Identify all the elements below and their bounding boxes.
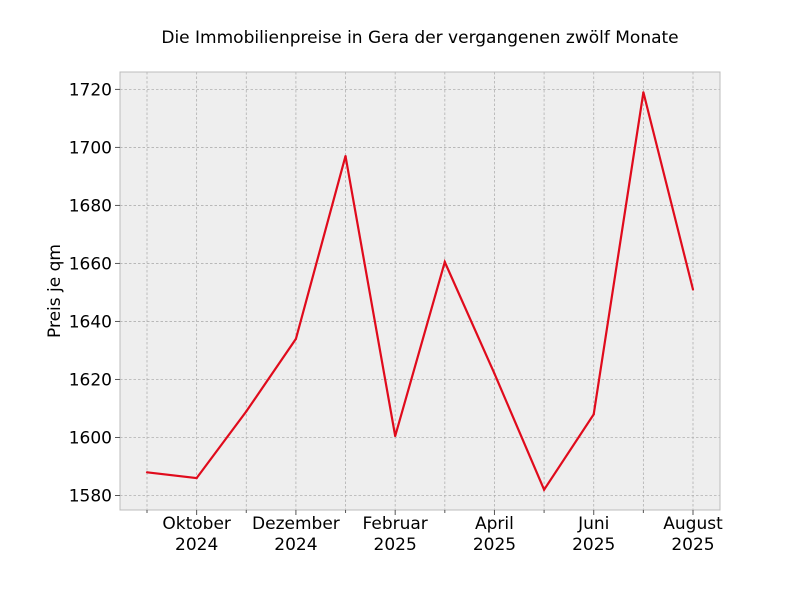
y-tick-label: 1700 bbox=[69, 138, 112, 158]
plot-area bbox=[120, 72, 720, 510]
x-tick-label-year: 2025 bbox=[374, 535, 417, 555]
y-axis: 1580 1600 1620 1640 1660 1680 1700 1720 bbox=[69, 80, 120, 506]
x-tick-label: Oktober bbox=[162, 514, 231, 534]
y-tick-label: 1720 bbox=[69, 80, 112, 100]
data-point bbox=[394, 434, 397, 438]
data-point bbox=[195, 476, 198, 480]
series-group bbox=[145, 91, 695, 493]
data-point bbox=[145, 471, 149, 474]
x-tick-label: April bbox=[475, 514, 514, 534]
x-tick-label-year: 2024 bbox=[274, 535, 317, 555]
x-tick-label-year: 2025 bbox=[572, 535, 615, 555]
data-point bbox=[344, 155, 347, 158]
y-tick-label: 1640 bbox=[69, 312, 112, 332]
grid bbox=[120, 72, 720, 510]
y-tick-label: 1600 bbox=[69, 428, 112, 448]
x-tick-label: Februar bbox=[363, 514, 428, 534]
y-tick-label: 1580 bbox=[69, 486, 112, 506]
plot-frame bbox=[119, 71, 721, 511]
y-tick-label: 1620 bbox=[69, 370, 112, 390]
x-tick-label-year: 2025 bbox=[473, 535, 516, 555]
x-tick-label: August bbox=[663, 514, 723, 534]
chart-title: Die Immobilienpreise in Gera der vergang… bbox=[161, 28, 678, 48]
data-point bbox=[592, 413, 595, 416]
data-point bbox=[443, 260, 446, 264]
series-line bbox=[146, 92, 695, 493]
x-tick-label-year: 2024 bbox=[175, 535, 218, 555]
y-tick-label: 1680 bbox=[69, 196, 112, 216]
data-point bbox=[245, 410, 248, 413]
x-tick-label: Dezember bbox=[252, 514, 340, 534]
y-tick-label: 1660 bbox=[69, 254, 112, 274]
x-axis: Oktober2024Dezember2024Februar2025April2… bbox=[146, 510, 723, 555]
data-point bbox=[542, 488, 546, 491]
y-axis-label: Preis je qm bbox=[45, 244, 65, 338]
data-point bbox=[493, 372, 496, 375]
data-point bbox=[294, 337, 298, 340]
x-tick-label-year: 2025 bbox=[671, 535, 714, 555]
x-tick-label: Juni bbox=[577, 514, 609, 534]
data-point bbox=[691, 288, 695, 291]
data-point bbox=[642, 91, 645, 94]
